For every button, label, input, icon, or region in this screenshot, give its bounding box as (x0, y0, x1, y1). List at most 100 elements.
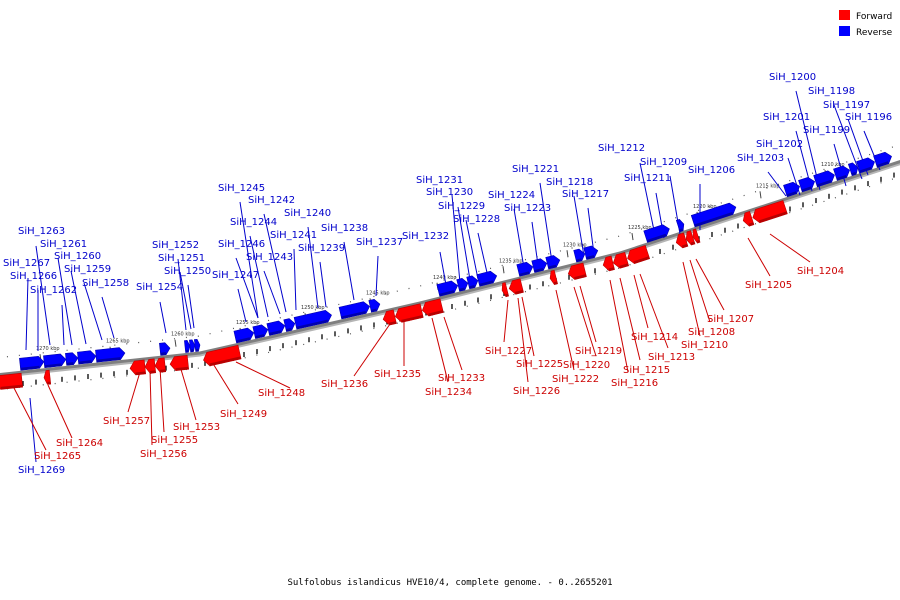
reverse-gene-arrow (43, 353, 67, 369)
gene-shadow (285, 327, 292, 332)
gene-shadow (534, 267, 544, 273)
forward-gene-label: SiH_1219 (575, 346, 622, 357)
forward-gene-arrow (169, 355, 190, 371)
gene-shadow (851, 171, 857, 176)
reverse-gene-arrow (813, 170, 835, 188)
forward-gene-line (619, 277, 641, 361)
reverse-gene-label: SiH_1211 (624, 173, 671, 184)
forward-gene-line (609, 279, 629, 373)
forward-gene-line (179, 365, 197, 421)
reverse-gene-arrow (583, 245, 599, 260)
reverse-gene-line (235, 257, 259, 319)
reverse-gene-label: SiH_1252 (152, 240, 199, 251)
forward-gene-arrow (501, 282, 509, 298)
forward-gene-line (47, 384, 73, 439)
reverse-gene-arrow (283, 318, 296, 332)
gene-body (189, 339, 196, 353)
gene-shadow (801, 186, 812, 192)
reverse-gene-line (767, 171, 787, 197)
reverse-gene-line (263, 213, 287, 313)
reverse-gene-line (307, 226, 319, 309)
kbp-tick-mark (631, 233, 634, 241)
reverse-gene-line (477, 232, 489, 278)
kbp-tick-mark (174, 339, 177, 347)
reverse-gene-arrow (466, 275, 479, 290)
forward-gene-line (211, 361, 239, 405)
gene-shadow (78, 360, 92, 365)
kbp-tick-label: 1250 kbp (301, 305, 325, 311)
reverse-gene-arrow (436, 280, 459, 297)
gene-shadow (159, 369, 166, 373)
gene-shadow (185, 349, 189, 353)
reverse-gene-label: SiH_1230 (426, 187, 473, 198)
reverse-gene-line (573, 195, 585, 257)
reverse-gene-label: SiH_1229 (438, 201, 485, 212)
gene-shadow (341, 310, 367, 319)
reverse-gene-label: SiH_1199 (803, 125, 850, 136)
forward-gene-label: SiH_1236 (321, 379, 368, 390)
forward-gene-line (431, 317, 449, 383)
gene-body (643, 224, 670, 243)
reverse-gene-arrow (856, 157, 875, 174)
reverse-gene-arrow (798, 177, 816, 193)
reverse-gene-line (249, 235, 269, 318)
gene-shadow (479, 280, 494, 287)
reverse-gene-label: SiH_1237 (356, 237, 403, 248)
gene-shadow (296, 319, 328, 330)
gene-shadow (209, 356, 242, 366)
reverse-gene-label: SiH_1203 (737, 153, 784, 164)
kbp-tick-label: 1265 kbp (106, 339, 130, 345)
forward-gene-line (503, 299, 509, 343)
gene-shadow (575, 258, 582, 263)
gene-shadow (47, 381, 51, 385)
forward-gene-line (353, 323, 391, 377)
reverse-gene-line (293, 248, 297, 311)
gene-shadow (836, 174, 847, 181)
reverse-gene-label: SiH_1243 (246, 252, 293, 263)
forward-gene-label: SiH_1264 (56, 438, 103, 449)
reverse-gene-arrow (65, 352, 79, 366)
reverse-gene-label: SiH_1232 (402, 231, 449, 242)
reverse-gene-label: SiH_1223 (504, 203, 551, 214)
forward-gene-line (682, 261, 701, 337)
gene-shadow (439, 290, 455, 297)
forward-gene-arrow (154, 357, 167, 373)
reverse-gene-arrow (77, 350, 97, 365)
reverse-gene-label: SiH_1242 (248, 195, 295, 206)
forward-gene-arrow (549, 269, 558, 285)
reverse-gene-line (179, 271, 192, 330)
gene-shadow (254, 334, 265, 339)
reverse-gene-line (57, 257, 73, 346)
forward-gene-label: SiH_1235 (374, 369, 421, 380)
gene-shadow (859, 166, 872, 173)
gene-body (692, 228, 701, 244)
reverse-gene-arrow (293, 310, 332, 330)
kbp-tick-mark (502, 266, 505, 274)
reverse-gene-line (587, 207, 595, 255)
forward-gene-line (747, 237, 771, 277)
reverse-gene-arrow (675, 218, 685, 233)
gene-shadow (190, 349, 194, 353)
reverse-gene-label: SiH_1224 (488, 190, 535, 201)
reverse-gene-line (465, 219, 479, 280)
reverse-gene-arrow (456, 277, 469, 292)
reverse-gene-label: SiH_1245 (218, 183, 265, 194)
reverse-gene-arrow (159, 342, 171, 356)
forward-gene-label: SiH_1234 (425, 387, 472, 398)
forward-gene-label: SiH_1265 (34, 451, 81, 462)
reverse-gene-label: SiH_1250 (164, 266, 211, 277)
forward-gene-line (639, 273, 669, 349)
gene-shadow (574, 274, 587, 280)
reverse-gene-label: SiH_1251 (158, 253, 205, 264)
forward-gene-arrow (421, 298, 444, 317)
gene-shadow (389, 321, 397, 326)
legend-reverse-label: Reverse (856, 28, 893, 38)
gene-shadow (548, 264, 557, 270)
gene-body (382, 309, 397, 326)
forward-gene-line (573, 286, 597, 357)
legend: Forward Reverse (839, 10, 893, 38)
reverse-gene-line (539, 182, 553, 263)
reverse-gene-arrow (873, 151, 892, 168)
kbp-tick-mark (566, 250, 569, 258)
forward-gene-line (159, 367, 165, 433)
